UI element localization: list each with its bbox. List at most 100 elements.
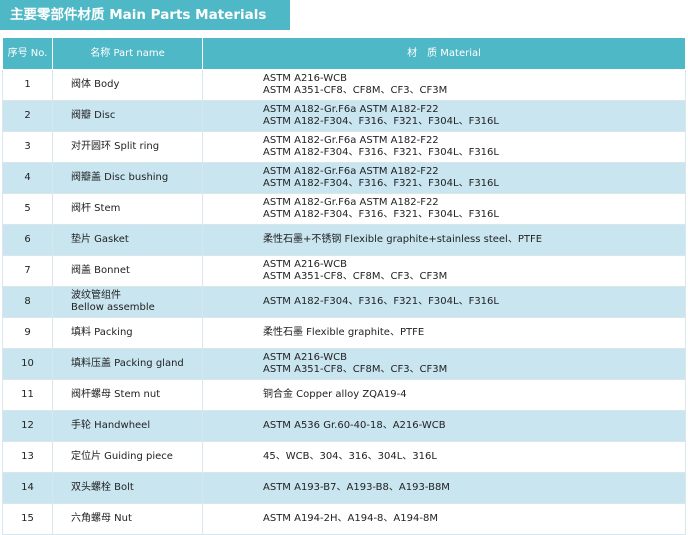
material-line: ASTM A536 Gr.60-40-18、A216-WCB [263, 420, 446, 431]
part-name-cell: 阀瓣 Disc [52, 100, 203, 132]
part-name-cell: 对开圆环 Split ring [52, 131, 203, 163]
row-number: 12 [2, 410, 53, 442]
table-row: 2 阀瓣 Disc ASTM A182-Gr.F6a ASTM A182-F22 AS… [2, 100, 686, 132]
material-cell: ASTM A182-Gr.F6a ASTM A182-F22 ASTM A182-… [202, 193, 686, 225]
part-name-cell: 阀体 Body [52, 69, 203, 101]
row-number: 8 [2, 286, 53, 318]
table-row: 10 填料压盖 Packing gland ASTM A216-WCB ASTM A3… [2, 348, 686, 380]
table-row: 6 垫片 Gasket 柔性石墨+不锈钢 Flexible graphite+sta… [2, 224, 686, 256]
material-cell: ASTM A216-WCB ASTM A351-CF8、CF8M、CF3、CF3M [202, 255, 686, 287]
material-line: ASTM A182-Gr.F6a ASTM A182-F22 [263, 135, 439, 146]
table-row: 5 阀杆 Stem ASTM A182-Gr.F6a ASTM A182-F22 AS… [2, 193, 686, 225]
material-cell: ASTM A182-Gr.F6a ASTM A182-F22 ASTM A182-… [202, 131, 686, 163]
header-material: 材 质 Material [202, 37, 686, 70]
material-cell: ASTM A182-F304、F316、F321、F304L、F316L [202, 286, 686, 318]
table-row: 9 填料 Packing 柔性石墨 Flexible graphite、PTFE [2, 317, 686, 349]
row-number: 14 [2, 472, 53, 504]
material-cell: ASTM A216-WCB ASTM A351-CF8、CF8M、CF3、CF3M [202, 348, 686, 380]
part-name-line: 双头螺栓 Bolt [71, 482, 134, 493]
part-name-cell: 阀盖 Bonnet [52, 255, 203, 287]
part-name-line: Bellow assemble [71, 302, 155, 313]
part-name-line: 阀瓣盖 Disc bushing [71, 172, 169, 183]
part-name-line: 填料压盖 Packing gland [71, 358, 184, 369]
material-cell: 45、WCB、304、316、304L、316L [202, 441, 686, 473]
material-line: ASTM A216-WCB [263, 352, 347, 363]
table-row: 11 阀杆螺母 Stem nut 铜合金 Copper alloy ZQA19-4 [2, 379, 686, 411]
row-number: 7 [2, 255, 53, 287]
row-number: 3 [2, 131, 53, 163]
part-name-line: 手轮 Handwheel [71, 420, 151, 431]
material-line: ASTM A182-F304、F316、F321、F304L、F316L [263, 296, 499, 307]
part-name-line: 阀杆 Stem [71, 203, 121, 214]
row-number: 2 [2, 100, 53, 132]
table-row: 12 手轮 Handwheel ASTM A536 Gr.60-40-18、A216… [2, 410, 686, 442]
material-cell: ASTM A182-Gr.F6a ASTM A182-F22 ASTM A182-… [202, 100, 686, 132]
row-number: 10 [2, 348, 53, 380]
table-row: 15 六角螺母 Nut ASTM A194-2H、A194-8、A194-8M [2, 503, 686, 535]
material-line: ASTM A182-Gr.F6a ASTM A182-F22 [263, 104, 439, 115]
material-line: ASTM A351-CF8、CF8M、CF3、CF3M [263, 271, 448, 282]
material-cell: ASTM A193-B7、A193-B8、A193-B8M [202, 472, 686, 504]
part-name-line: 阀体 Body [71, 79, 120, 90]
part-name-cell: 阀杆螺母 Stem nut [52, 379, 203, 411]
row-number: 9 [2, 317, 53, 349]
table-row: 3 对开圆环 Split ring ASTM A182-Gr.F6a ASTM A1… [2, 131, 686, 163]
row-number: 5 [2, 193, 53, 225]
table-row: 7 阀盖 Bonnet ASTM A216-WCB ASTM A351-CF8、CF8… [2, 255, 686, 287]
material-line: ASTM A216-WCB [263, 73, 347, 84]
part-name-cell: 双头螺栓 Bolt [52, 472, 203, 504]
material-line: 45、WCB、304、316、304L、316L [263, 451, 437, 462]
part-name-cell: 定位片 Guiding piece [52, 441, 203, 473]
material-line: ASTM A193-B7、A193-B8、A193-B8M [263, 482, 450, 493]
material-line: 铜合金 Copper alloy ZQA19-4 [263, 389, 407, 400]
row-number: 13 [2, 441, 53, 473]
part-name-cell: 阀杆 Stem [52, 193, 203, 225]
header-part-name: 名称 Part name [52, 37, 203, 70]
material-line: ASTM A182-F304、F316、F321、F304L、F316L [263, 116, 499, 127]
table-row: 14 双头螺栓 Bolt ASTM A193-B7、A193-B8、A193-B8M [2, 472, 686, 504]
part-name-line: 六角螺母 Nut [71, 513, 132, 524]
material-line: ASTM A182-F304、F316、F321、F304L、F316L [263, 178, 499, 189]
material-line: 柔性石墨 Flexible graphite、PTFE [263, 327, 425, 338]
material-cell: ASTM A536 Gr.60-40-18、A216-WCB [202, 410, 686, 442]
material-cell: ASTM A216-WCB ASTM A351-CF8、CF8M、CF3、CF3M [202, 69, 686, 101]
part-name-line: 垫片 Gasket [71, 234, 129, 245]
part-name-cell: 阀瓣盖 Disc bushing [52, 162, 203, 194]
part-name-line: 波纹管组件 [71, 290, 121, 301]
part-name-cell: 垫片 Gasket [52, 224, 203, 256]
part-name-line: 阀瓣 Disc [71, 110, 116, 121]
table-row: 8 波纹管组件 Bellow assemble ASTM A182-F304、F316… [2, 286, 686, 318]
part-name-line: 填料 Packing [71, 327, 133, 338]
material-line: ASTM A351-CF8、CF8M、CF3、CF3M [263, 85, 448, 96]
header-no: 序号 No. [2, 37, 53, 70]
material-cell: 铜合金 Copper alloy ZQA19-4 [202, 379, 686, 411]
row-number: 1 [2, 69, 53, 101]
part-name-cell: 填料 Packing [52, 317, 203, 349]
table-row: 4 阀瓣盖 Disc bushing ASTM A182-Gr.F6a ASTM A… [2, 162, 686, 194]
row-number: 11 [2, 379, 53, 411]
part-name-cell: 手轮 Handwheel [52, 410, 203, 442]
material-line: 柔性石墨+不锈钢 Flexible graphite+stainless ste… [263, 234, 543, 245]
part-name-cell: 波纹管组件 Bellow assemble [52, 286, 203, 318]
table-row: 13 定位片 Guiding piece 45、WCB、304、316、304L、3… [2, 441, 686, 473]
material-line: ASTM A182-Gr.F6a ASTM A182-F22 [263, 197, 439, 208]
parts-materials-table: 序号 No. 名称 Part name 材 质 Material 1 阀体 Bod… [2, 37, 686, 535]
row-number: 4 [2, 162, 53, 194]
material-line: ASTM A182-F304、F316、F321、F304L、F316L [263, 147, 499, 158]
material-line: ASTM A351-CF8、CF8M、CF3、CF3M [263, 364, 448, 375]
part-name-line: 定位片 Guiding piece [71, 451, 173, 462]
material-line: ASTM A182-F304、F316、F321、F304L、F316L [263, 209, 499, 220]
material-cell: 柔性石墨 Flexible graphite、PTFE [202, 317, 686, 349]
part-name-line: 阀盖 Bonnet [71, 265, 130, 276]
page-title: 主要零部件材质 Main Parts Materials [0, 0, 290, 30]
table-row: 1 阀体 Body ASTM A216-WCB ASTM A351-CF8、CF8M、… [2, 69, 686, 101]
row-number: 6 [2, 224, 53, 256]
part-name-line: 对开圆环 Split ring [71, 141, 160, 152]
material-line: ASTM A194-2H、A194-8、A194-8M [263, 513, 438, 524]
part-name-line: 阀杆螺母 Stem nut [71, 389, 161, 400]
material-cell: ASTM A194-2H、A194-8、A194-8M [202, 503, 686, 535]
part-name-cell: 填料压盖 Packing gland [52, 348, 203, 380]
material-line: ASTM A216-WCB [263, 259, 347, 270]
material-cell: 柔性石墨+不锈钢 Flexible graphite+stainless ste… [202, 224, 686, 256]
material-line: ASTM A182-Gr.F6a ASTM A182-F22 [263, 166, 439, 177]
